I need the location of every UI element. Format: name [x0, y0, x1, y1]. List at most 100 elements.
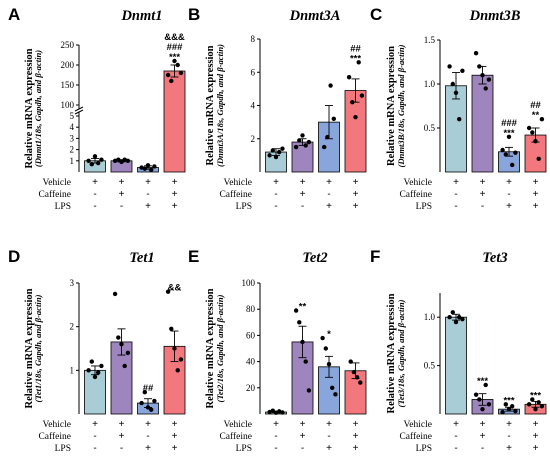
data-point [165, 289, 171, 294]
data-point [300, 133, 305, 138]
y-axis-sublabel: (Dnmt3B/18s, Gapdh, and β-actin) [396, 44, 406, 167]
row-label-caffeine: Caffeine [38, 431, 71, 442]
data-point [353, 114, 358, 120]
significance-mark: ### [167, 42, 184, 53]
row-label-vehicle: Vehicle [224, 420, 253, 430]
treatment-sign: - [93, 201, 96, 212]
data-point [142, 166, 147, 171]
treatment-sign: + [92, 419, 98, 430]
row-label-caffeine: Caffeine [399, 189, 432, 200]
row-label-caffeine: Caffeine [219, 189, 252, 200]
data-point [503, 402, 508, 407]
treatment-sign: + [300, 419, 306, 430]
data-point [510, 404, 515, 409]
y-tick-label: 0.5 [424, 361, 436, 371]
data-point [513, 150, 518, 155]
y-axis-sublabel: (Dnmt3A/18s, Gapdh, and β-actin) [215, 44, 225, 167]
bar-both [344, 90, 367, 173]
data-point [358, 380, 363, 385]
y-axis-label: Relative mRNA expression [205, 288, 216, 408]
treatment-sign: + [119, 419, 125, 430]
data-point [320, 335, 325, 341]
treatment-sign: - [93, 189, 96, 200]
data-point [270, 408, 275, 413]
data-point [477, 64, 482, 69]
data-point [297, 320, 302, 325]
data-point [473, 51, 479, 56]
panel-b: B Dnmt3A Relative mRNA expression (Dnmt3A/1… [188, 5, 367, 212]
data-point [453, 319, 459, 325]
data-point [152, 398, 157, 404]
data-point [325, 134, 330, 140]
panel-label: C [370, 5, 382, 24]
panel-a: A Dnmt1 Relative mRNA expression(Dnmt1/18s… [8, 5, 186, 212]
treatment-sign: + [533, 419, 539, 430]
chart-title: Dnmt1 [120, 8, 162, 24]
treatment-sign: - [274, 431, 277, 442]
treatment-sign: - [481, 443, 484, 454]
y-tick-label: 200 [61, 60, 75, 70]
axis-break-mark [74, 109, 84, 115]
significance-mark: * [327, 329, 331, 340]
data-point [480, 406, 485, 412]
data-point [300, 339, 305, 345]
treatment-sign: + [506, 419, 512, 430]
treatment-sign: + [480, 419, 486, 430]
chart-title: Dnmt3A [289, 8, 341, 24]
data-point [178, 357, 184, 362]
significance-mark: *** [530, 390, 541, 401]
treatment-sign: + [326, 201, 332, 212]
panel-label: A [8, 5, 20, 24]
data-point [280, 410, 285, 415]
data-point [503, 152, 508, 157]
data-point [270, 148, 275, 153]
y-tick-label: 150 [61, 80, 75, 90]
data-point [447, 64, 452, 69]
significance-mark: *** [503, 395, 514, 406]
data-point [99, 363, 104, 369]
data-point [354, 375, 360, 380]
treatment-sign: + [533, 431, 539, 442]
data-point [536, 156, 541, 161]
treatment-sign: + [300, 189, 306, 200]
data-point [119, 341, 124, 347]
y-tick-label: 1 [70, 156, 75, 166]
y-tick-label: 250 [61, 40, 75, 50]
data-point [533, 139, 538, 144]
data-point [447, 315, 452, 320]
treatment-sign: + [145, 201, 151, 212]
treatment-sign: + [506, 177, 512, 188]
y-axis-sublabel: (Dnmt1/18s, Gapdh, and β-actin) [33, 50, 43, 167]
data-point [483, 382, 488, 388]
data-point [506, 406, 512, 412]
data-point [526, 402, 532, 407]
data-point [530, 397, 535, 402]
panel-label: F [370, 247, 380, 266]
y-tick-label: 2 [70, 322, 75, 332]
data-point [280, 146, 285, 151]
significance-mark: && [168, 283, 182, 294]
y-tick-label: 8 [251, 34, 256, 44]
row-label-vehicle: Vehicle [224, 178, 253, 188]
data-point [350, 99, 355, 105]
data-point [303, 143, 308, 148]
significance-mark: &&& [164, 32, 185, 43]
data-point [149, 407, 154, 412]
data-point [145, 163, 151, 168]
data-point [539, 404, 545, 409]
data-point [122, 363, 127, 369]
data-point [89, 359, 95, 364]
treatment-sign: + [480, 431, 486, 442]
chart-title: Tet2 [302, 250, 327, 266]
treatment-sign: + [453, 419, 459, 430]
y-tick-label: 5 [70, 111, 75, 121]
row-label-vehicle: Vehicle [404, 178, 433, 188]
data-point [351, 369, 357, 375]
axis-break-mark [74, 106, 84, 112]
treatment-sign: + [172, 177, 178, 188]
data-point [328, 83, 333, 88]
treatment-sign: + [506, 443, 512, 454]
data-point [333, 392, 338, 397]
row-label-lps: LPS [55, 202, 71, 212]
